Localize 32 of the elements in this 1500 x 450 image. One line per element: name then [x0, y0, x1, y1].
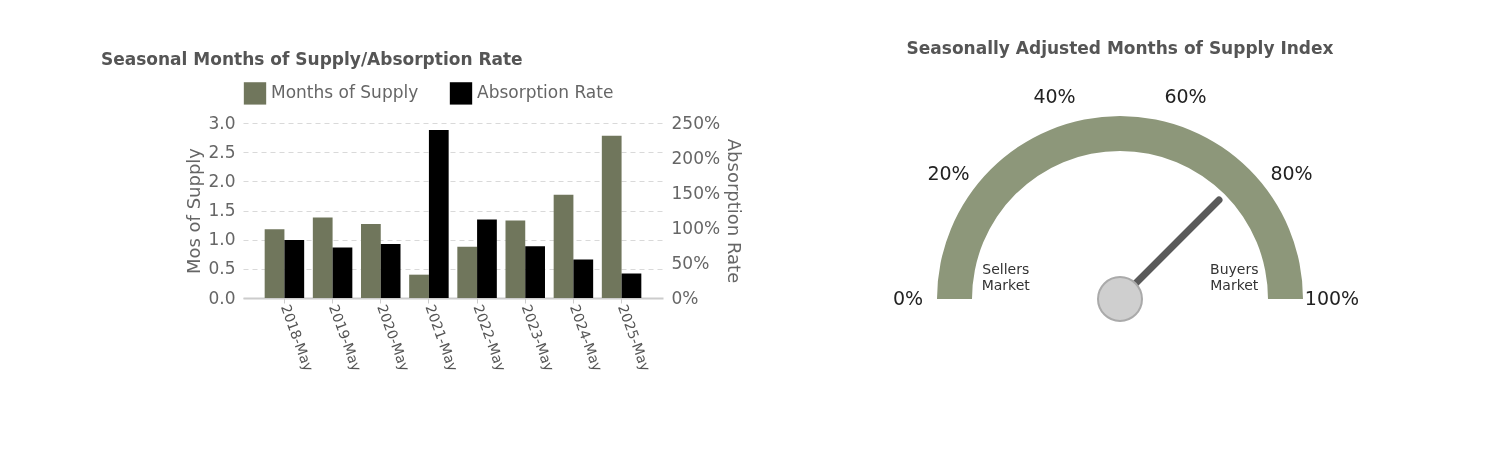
y-tick-label: 0.5 — [208, 258, 236, 279]
text: 80% — [1270, 162, 1313, 185]
y2-tick-label: 50% — [671, 252, 710, 273]
text: 100% — [1304, 287, 1360, 309]
text: 0% — [892, 287, 924, 309]
y2-tick-label: 100% — [671, 217, 721, 238]
y-tick-label: 2.5 — [208, 141, 236, 162]
legend-label: Absorption Rate — [477, 82, 614, 103]
y-tick-label: 2.0 — [208, 170, 236, 191]
bar — [428, 130, 449, 298]
text: 20% — [927, 162, 970, 185]
text: 40% — [1033, 85, 1076, 108]
y2-axis-title: Absorption Rate — [724, 138, 746, 284]
bar — [601, 135, 622, 298]
y2-tick-label: 0% — [671, 287, 699, 308]
legend-label: Months of Supply — [271, 82, 419, 103]
slice-label: Sellers Market — [981, 260, 1031, 293]
y-tick-label: 0.0 — [208, 287, 236, 308]
y-axis-title: Mos of Supply — [183, 147, 205, 275]
chart-title: Seasonally Adjusted Months of Supply Index — [906, 38, 1334, 59]
chart-title: Seasonal Months of Supply/Absorption Rate — [100, 49, 523, 69]
text: 60% — [1164, 85, 1207, 108]
slice-label: Buyers Market — [1210, 260, 1259, 293]
bar — [621, 273, 642, 298]
bar — [553, 194, 574, 298]
y-tick-label: 1.5 — [208, 200, 236, 220]
y2-tick-label: 200% — [671, 147, 721, 168]
y2-tick-label: 150% — [671, 182, 721, 203]
y2-tick-label: 250% — [671, 112, 721, 133]
y-tick-label: 1.0 — [208, 229, 236, 250]
y-tick-label: 3.0 — [208, 112, 236, 133]
bar — [409, 274, 429, 298]
